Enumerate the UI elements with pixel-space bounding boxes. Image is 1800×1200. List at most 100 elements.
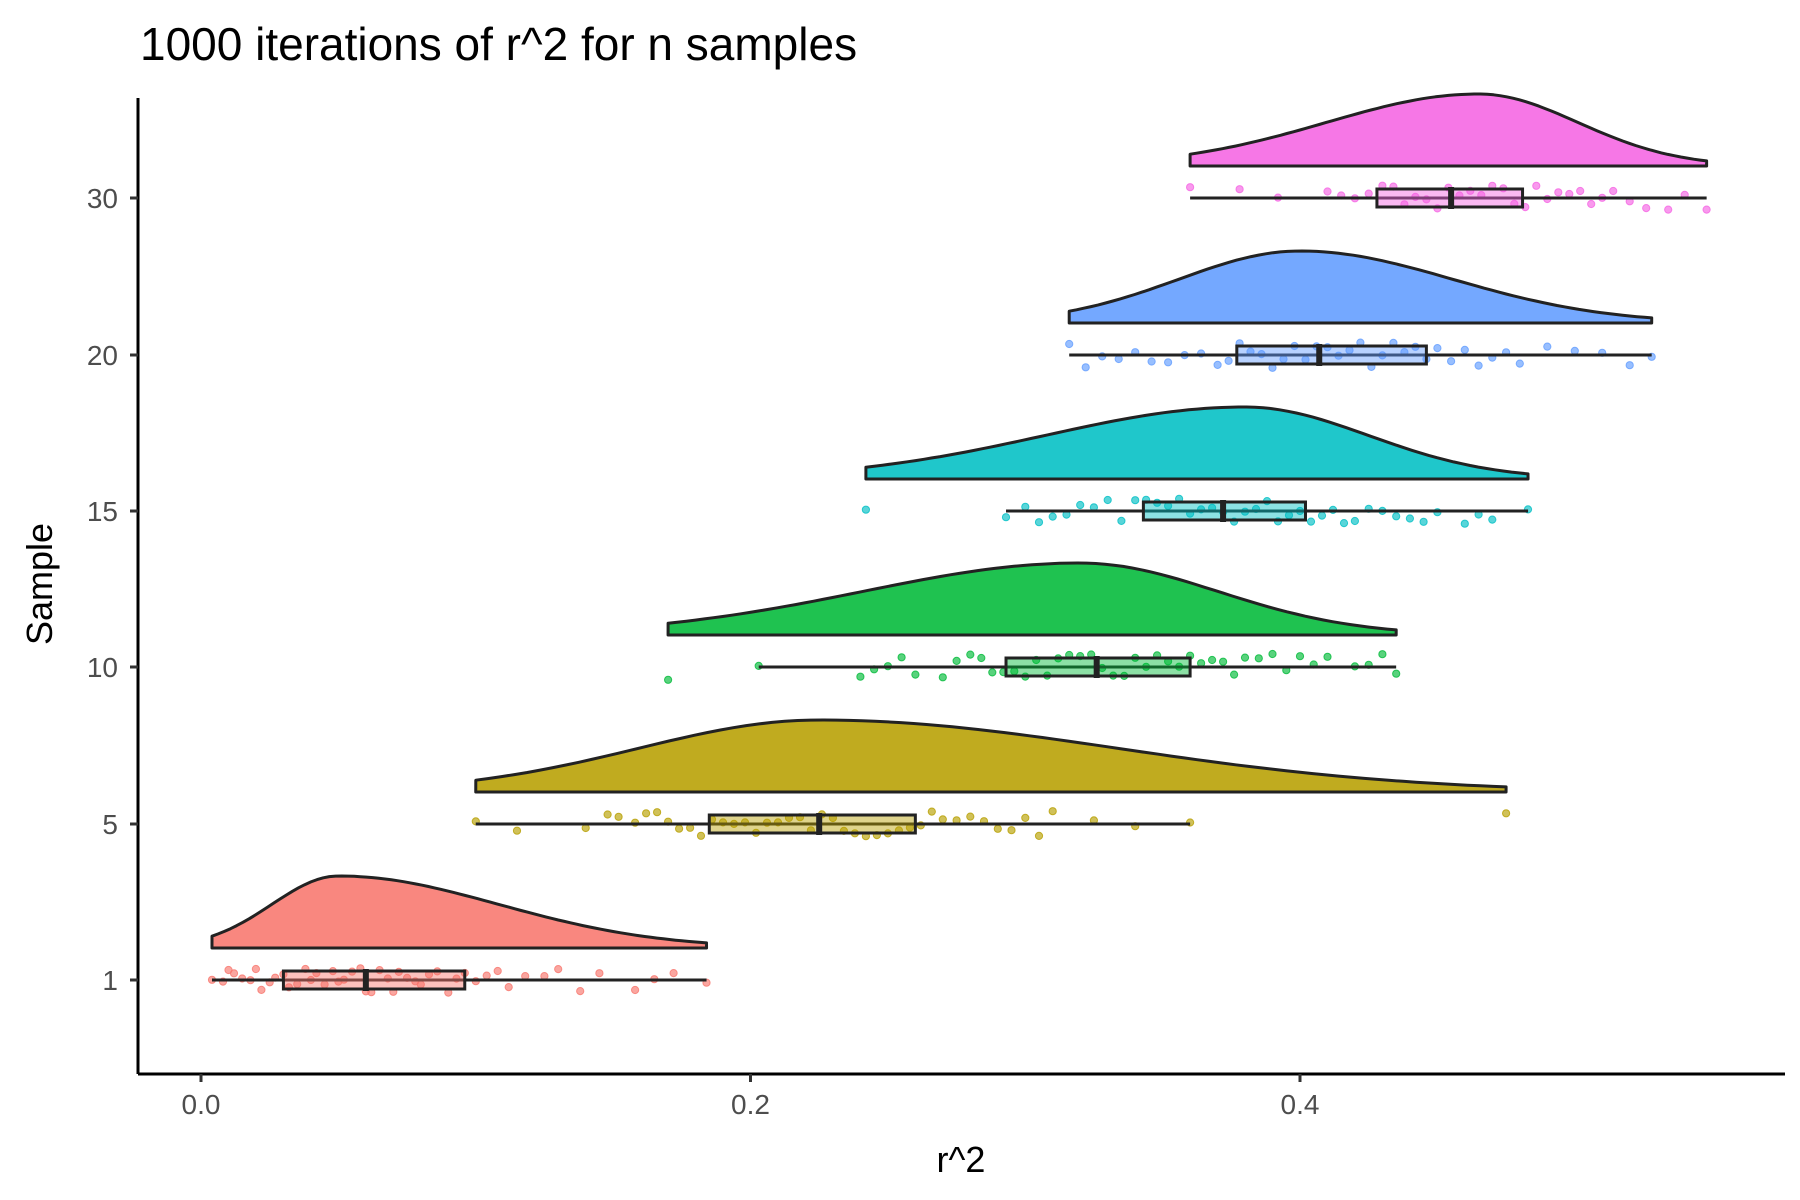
chart-title: 1000 iterations of r^2 for n samples xyxy=(140,18,857,70)
data-point xyxy=(482,971,491,980)
x-axis-title: r^2 xyxy=(937,1139,986,1180)
data-point xyxy=(1460,345,1469,354)
data-point xyxy=(1502,809,1511,818)
data-point xyxy=(229,969,239,978)
data-point xyxy=(1447,357,1456,366)
data-point xyxy=(603,810,612,819)
y-axis-title: Sample xyxy=(19,523,60,645)
data-point xyxy=(1007,826,1016,835)
data-point xyxy=(1219,657,1228,666)
data-point xyxy=(1515,359,1524,368)
data-point xyxy=(1295,652,1305,661)
x-tick-label: 0.0 xyxy=(182,1089,221,1120)
data-point xyxy=(251,964,260,974)
data-point xyxy=(554,965,563,974)
data-point xyxy=(1702,205,1711,214)
data-point xyxy=(1117,516,1126,526)
data-point xyxy=(1474,361,1483,370)
raincloud-20 xyxy=(1065,249,1656,372)
data-point xyxy=(938,815,947,824)
data-point xyxy=(1488,515,1497,524)
data-point xyxy=(1081,363,1090,372)
data-point xyxy=(1208,655,1217,665)
data-point xyxy=(897,653,906,662)
data-point xyxy=(1131,496,1140,505)
y-tick-label: 10 xyxy=(87,652,118,683)
raincloud-10 xyxy=(664,561,1401,684)
data-point xyxy=(927,807,936,816)
data-point xyxy=(696,831,706,840)
raincloud-15 xyxy=(861,405,1533,528)
data-point xyxy=(1235,185,1244,194)
data-point xyxy=(1164,358,1173,367)
x-tick-label: 0.2 xyxy=(731,1089,770,1120)
data-point xyxy=(595,969,604,978)
density-15 xyxy=(864,405,1530,481)
data-point xyxy=(1048,512,1057,521)
data-point xyxy=(1213,360,1222,369)
data-point xyxy=(993,824,1002,833)
density-30 xyxy=(1188,92,1709,168)
density-20 xyxy=(1067,249,1654,325)
data-point xyxy=(1392,669,1401,678)
data-point xyxy=(1254,654,1263,663)
density-5 xyxy=(474,718,1508,794)
data-point xyxy=(1460,519,1469,528)
data-point xyxy=(1103,495,1112,505)
data-point xyxy=(1323,187,1332,196)
data-point xyxy=(614,812,623,821)
data-point xyxy=(966,650,975,659)
raincloud-30 xyxy=(1186,92,1711,214)
data-point xyxy=(1405,514,1415,523)
data-point xyxy=(1065,339,1074,349)
data-point xyxy=(504,983,513,992)
data-point xyxy=(1306,517,1316,526)
data-point xyxy=(512,826,522,835)
data-point xyxy=(1419,517,1428,526)
box-1 xyxy=(281,969,467,991)
data-point xyxy=(1230,670,1239,679)
data-point xyxy=(1587,199,1596,209)
data-point xyxy=(1664,205,1673,214)
data-point xyxy=(1378,650,1387,659)
box-5 xyxy=(707,813,917,835)
data-point xyxy=(1350,516,1360,526)
data-point xyxy=(1076,500,1085,510)
data-point xyxy=(966,812,975,821)
data-point xyxy=(1543,342,1552,351)
data-point xyxy=(631,985,640,995)
data-point xyxy=(653,808,662,817)
data-point xyxy=(856,672,865,681)
data-point xyxy=(1642,204,1651,213)
data-point xyxy=(1021,502,1030,511)
data-point xyxy=(911,670,920,679)
data-point xyxy=(664,675,673,684)
data-point xyxy=(1021,813,1030,823)
data-point xyxy=(675,824,684,833)
x-tick-label: 0.4 xyxy=(1281,1089,1320,1120)
data-point xyxy=(1034,831,1044,841)
data-point xyxy=(861,505,871,514)
data-point xyxy=(669,969,678,978)
data-point xyxy=(938,673,947,682)
data-point xyxy=(1048,807,1057,816)
data-point xyxy=(988,668,997,677)
plot-area xyxy=(207,92,1711,997)
data-point xyxy=(1317,511,1327,520)
data-point xyxy=(977,653,986,663)
raincloud-1 xyxy=(207,874,711,997)
y-tick-label: 5 xyxy=(102,809,118,840)
data-point xyxy=(1625,361,1634,370)
data-point xyxy=(1034,518,1044,527)
y-tick-label: 1 xyxy=(102,965,118,996)
density-1 xyxy=(210,874,709,950)
data-point xyxy=(1576,186,1585,196)
data-point xyxy=(576,987,585,996)
data-point xyxy=(1609,186,1618,196)
y-tick-label: 30 xyxy=(87,183,118,214)
data-point xyxy=(1339,519,1349,528)
data-point xyxy=(1240,653,1250,662)
data-point xyxy=(1147,357,1156,366)
y-tick-label: 15 xyxy=(87,496,118,527)
box-20 xyxy=(1235,344,1428,366)
